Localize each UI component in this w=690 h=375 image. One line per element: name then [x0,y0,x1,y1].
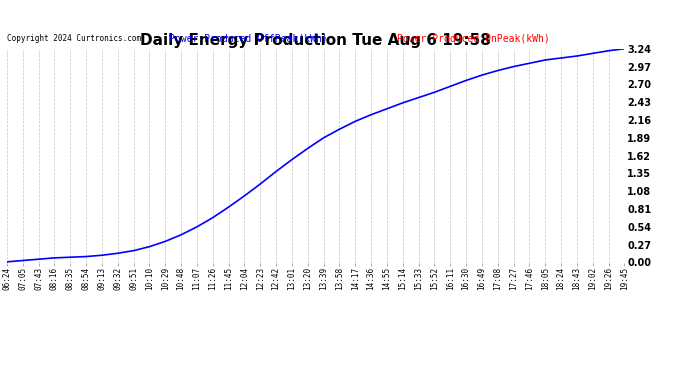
Text: Power Produced OnPeak(kWh): Power Produced OnPeak(kWh) [397,34,549,44]
Title: Daily Energy Production Tue Aug 6 19:58: Daily Energy Production Tue Aug 6 19:58 [140,33,491,48]
Text: Copyright 2024 Curtronics.com: Copyright 2024 Curtronics.com [7,34,141,43]
Text: Power Produced OffPeak(kWh): Power Produced OffPeak(kWh) [169,34,328,44]
